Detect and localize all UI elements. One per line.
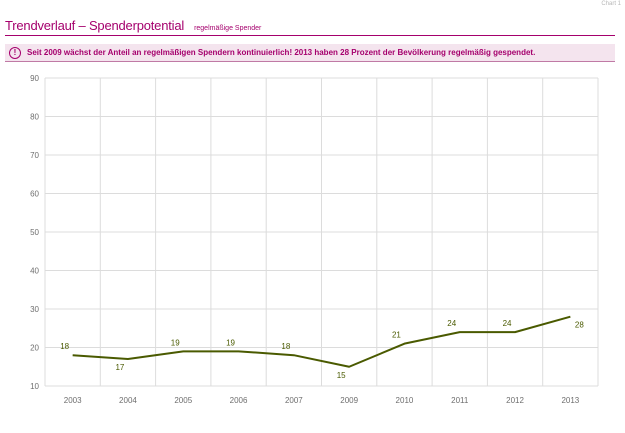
chart-page-label: Chart 1 (601, 1, 621, 7)
x-tick-label: 2012 (506, 396, 524, 405)
data-label: 19 (171, 338, 180, 347)
data-label: 17 (115, 363, 124, 372)
y-tick-label: 10 (30, 382, 39, 391)
y-tick-label: 60 (30, 190, 39, 199)
y-tick-label: 80 (30, 113, 39, 122)
data-label: 15 (337, 371, 346, 380)
series-line (72, 315, 571, 368)
info-icon: ! (9, 46, 21, 59)
chart-subtitle: regelmäßige Spender (194, 25, 262, 32)
y-tick-label: 40 (30, 267, 39, 276)
x-tick-label: 2011 (451, 396, 469, 405)
data-label: 28 (575, 321, 584, 330)
info-text: Seit 2009 wächst der Anteil an regelmäßi… (27, 48, 536, 57)
y-tick-label: 70 (30, 151, 39, 160)
chart-title: Trendverlauf – Spenderpotential (5, 18, 185, 33)
x-tick-label: 2006 (230, 396, 248, 405)
x-tick-label: 2007 (285, 396, 303, 405)
data-label: 19 (226, 338, 235, 347)
data-label: 24 (503, 319, 512, 328)
x-tick-label: 2010 (396, 396, 414, 405)
data-label: 18 (60, 342, 69, 351)
data-label: 18 (281, 342, 290, 351)
y-tick-label: 50 (30, 228, 39, 237)
y-tick-label: 90 (30, 74, 39, 83)
info-banner: ! Seit 2009 wächst der Anteil an regelmä… (5, 44, 615, 62)
chart-header: Trendverlauf – Spenderpotential regelmäß… (5, 18, 615, 36)
x-tick-label: 2003 (64, 396, 82, 405)
data-label: 21 (392, 331, 401, 340)
x-tick-label: 2009 (340, 396, 358, 405)
x-tick-label: 2013 (561, 396, 579, 405)
x-tick-label: 2005 (174, 396, 192, 405)
x-tick-label: 2004 (119, 396, 137, 405)
y-tick-label: 30 (30, 305, 39, 314)
y-tick-label: 20 (30, 344, 39, 353)
data-label: 24 (447, 319, 456, 328)
